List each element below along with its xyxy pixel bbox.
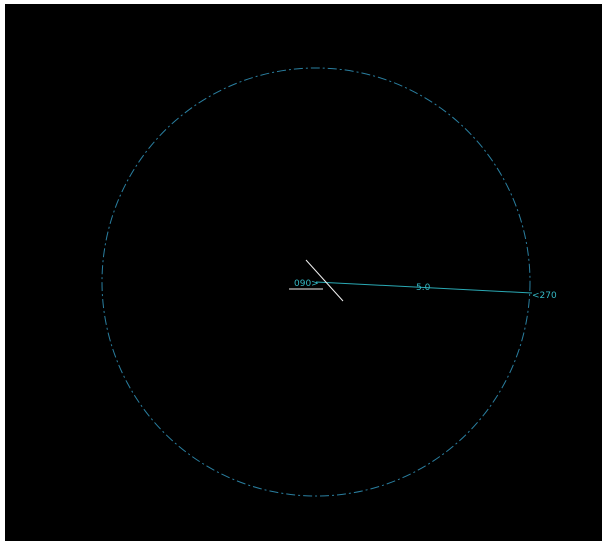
radius-dimension-line (315, 281, 533, 294)
dimension-value-label: 5.0 (416, 283, 431, 293)
center-angle-label: 090> (294, 279, 319, 289)
edge-angle-label: <270 (532, 291, 557, 301)
dashed-circle (101, 67, 531, 497)
center-marker-diagonal (305, 259, 344, 302)
cad-drawing-canvas[interactable]: 090> 5.0 <270 (5, 4, 602, 541)
cad-drawing-svg: 090> 5.0 <270 (101, 67, 557, 497)
